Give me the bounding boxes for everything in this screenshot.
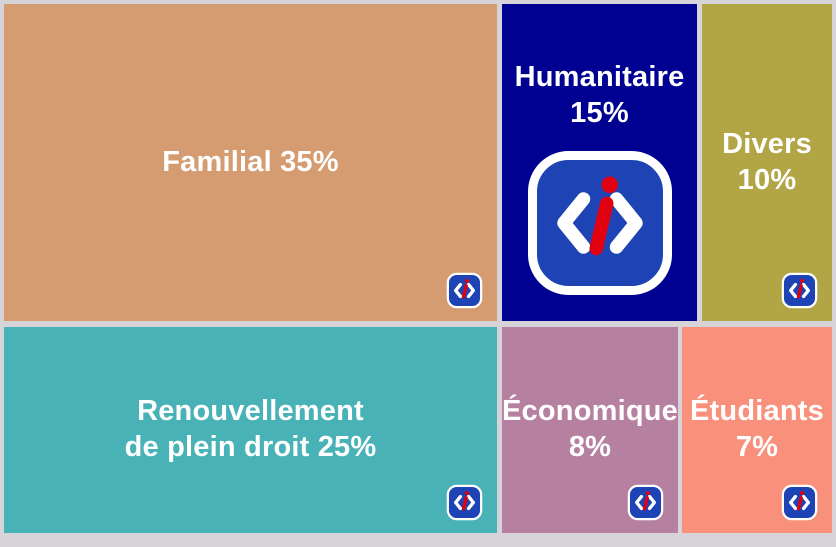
tile-label-line: Divers [722, 127, 812, 160]
tile-label-line: Familial 35% [162, 145, 339, 178]
tile-label-line: Humanitaire [514, 61, 685, 93]
tile-label-etudiants: Étudiants 7% [690, 394, 824, 466]
treemap-tile-familial: Familial 35% [4, 4, 497, 321]
info-gouv-logo-icon [781, 484, 818, 521]
tile-label-line: Renouvellement [137, 395, 364, 428]
info-gouv-logo-icon [627, 484, 664, 521]
treemap-tile-renouvellement: Renouvellement de plein droit 25% [4, 327, 497, 533]
info-gouv-logo-icon [525, 148, 675, 298]
tile-label-line: de plein droit 25% [124, 431, 377, 463]
tile-label-line: 8% [568, 431, 612, 463]
tile-label-renouvellement: Renouvellement de plein droit 25% [125, 394, 377, 466]
tile-label-familial: Familial 35% [162, 145, 339, 181]
tile-label-humanitaire: Humanitaire 15% [515, 60, 685, 132]
tile-label-line: 7% [735, 431, 779, 463]
info-gouv-logo-icon [446, 484, 483, 521]
treemap-tile-etudiants: Étudiants 7% [682, 327, 832, 533]
treemap-tile-humanitaire: Humanitaire 15% [502, 4, 697, 321]
tile-label-line: Économique [502, 395, 679, 428]
tile-label-divers: Divers 10% [722, 127, 812, 199]
info-gouv-logo-icon [446, 272, 483, 309]
tile-label-economique: Économique 8% [502, 394, 678, 466]
tile-label-line: 15% [570, 96, 629, 129]
treemap-tile-economique: Économique 8% [502, 327, 678, 533]
info-gouv-logo-icon [781, 272, 818, 309]
tile-label-line: Étudiants [690, 395, 824, 428]
treemap-tile-divers: Divers 10% [702, 4, 832, 321]
tile-label-line: 10% [737, 163, 797, 196]
